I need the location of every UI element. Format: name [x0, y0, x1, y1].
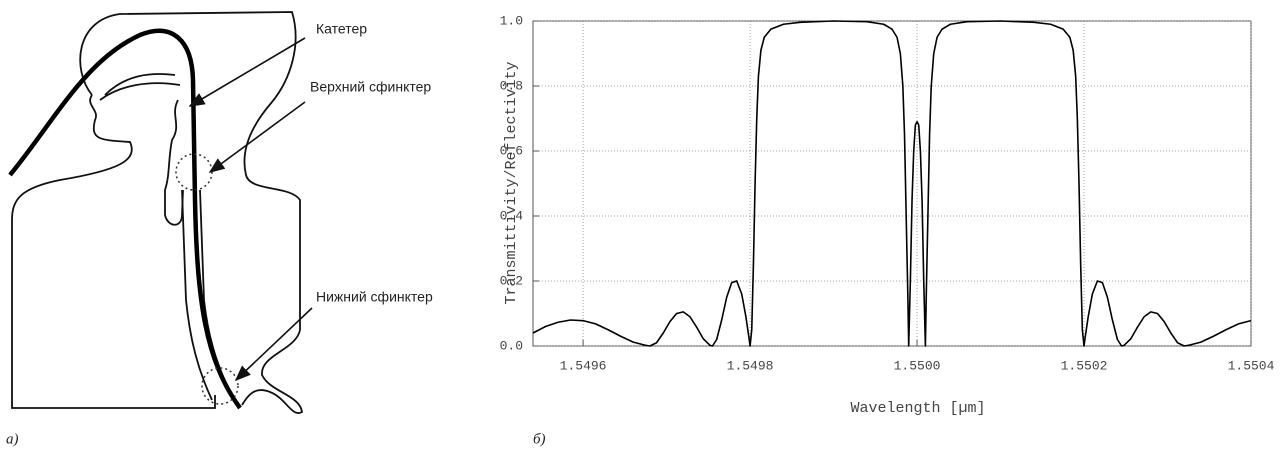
- head-outline: [79, 11, 303, 414]
- throat: [164, 99, 184, 226]
- y-tick-label: 0.0: [500, 338, 523, 353]
- diagram-label: Нижний сфинктер: [316, 289, 433, 305]
- panel-caption: б): [533, 431, 546, 447]
- y-axis-title: Transmittivity/Reflectivity: [503, 61, 520, 304]
- face-outline: [11, 94, 133, 221]
- panel-caption: а): [6, 431, 19, 447]
- y-tick-label: 0.8: [500, 78, 523, 93]
- y-tick-label: 1.0: [500, 13, 523, 28]
- palate: [99, 73, 181, 101]
- arrow: [188, 37, 306, 107]
- arrow: [208, 101, 306, 173]
- x-tick-label: 1.5496: [560, 358, 607, 373]
- diagram-label: Катетер: [316, 21, 367, 37]
- diagram-label: Верхний сфинктер: [310, 79, 431, 95]
- arrow: [234, 307, 313, 382]
- y-tick-label: 0.4: [500, 208, 524, 223]
- lower-sphincter-mark: [201, 367, 239, 405]
- x-tick-label: 1.5500: [894, 358, 941, 373]
- x-tick-label: 1.5504: [1228, 358, 1275, 373]
- x-axis-title: Wavelength [µm]: [850, 400, 985, 417]
- anatomy-diagram: Катетер Верхний сфинктер Нижний сфинктер…: [6, 11, 433, 447]
- chart: Wavelength [µm] Transmittivity/Reflectiv…: [500, 13, 1275, 447]
- catheter: [8, 28, 242, 410]
- y-tick-label: 0.2: [500, 273, 523, 288]
- x-tick-label: 1.5502: [1061, 358, 1108, 373]
- x-tick-label: 1.5498: [727, 358, 774, 373]
- esophagus: [181, 189, 231, 401]
- plot-frame: [532, 20, 1252, 347]
- y-tick-label: 0.6: [500, 143, 523, 158]
- torso-outline: [11, 220, 216, 409]
- spectrum-line: [532, 20, 1252, 347]
